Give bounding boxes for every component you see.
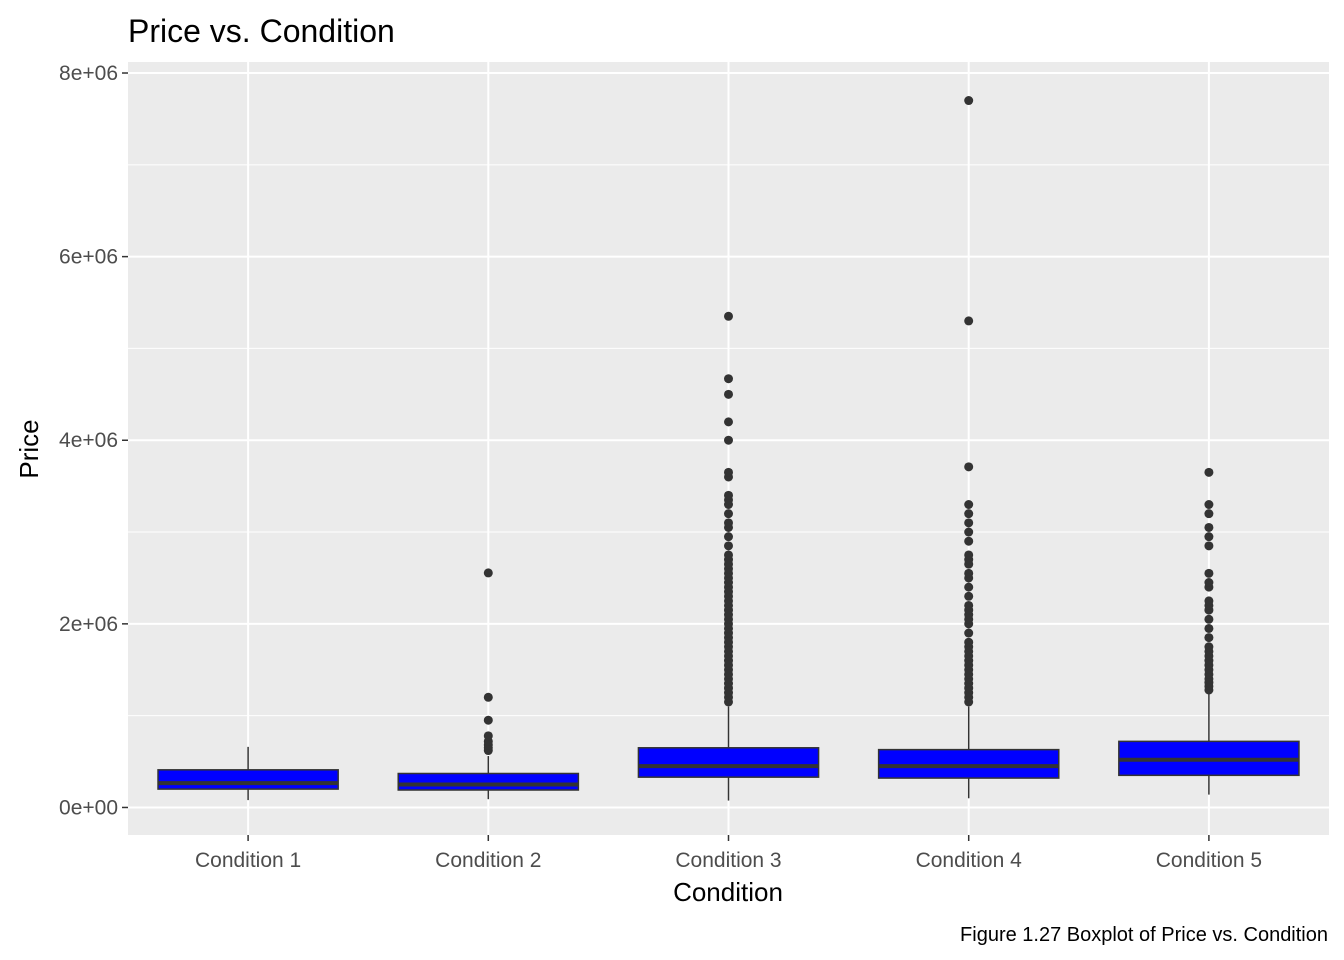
iqr-box [397, 772, 580, 791]
outlier-point [1204, 541, 1214, 551]
iqr-box [637, 747, 820, 778]
outlier-point [1204, 568, 1214, 578]
outlier-point [724, 311, 733, 321]
outlier-point [964, 509, 974, 519]
outlier-point [964, 550, 974, 560]
x-axis: Condition 1 Condition 2 Condition 3 Conditi… [195, 835, 1262, 872]
outlier-point [964, 96, 974, 106]
outlier-point [724, 389, 733, 399]
outlier-point [964, 316, 974, 326]
outlier-point [1204, 509, 1214, 519]
chart-title: Price vs. Condition [128, 13, 395, 49]
outlier-point [964, 600, 974, 610]
outlier-point [724, 532, 733, 542]
outlier-point [1204, 623, 1214, 633]
outlier-point [724, 518, 733, 528]
outlier-point [964, 637, 974, 647]
x-tick-label: Condition 5 [1156, 849, 1262, 872]
outlier-point [964, 518, 974, 528]
outlier-point [724, 490, 733, 500]
outlier-point [724, 509, 733, 519]
outlier-point [1204, 500, 1214, 510]
outlier-point [724, 467, 733, 477]
figure-caption: Figure 1.27 Boxplot of Price vs. Conditi… [960, 924, 1328, 946]
outlier-point [483, 715, 493, 725]
outlier-point [483, 568, 493, 578]
y-axis-title: Price [14, 419, 44, 478]
box-5 [1118, 467, 1300, 795]
x-tick-label: Condition 1 [195, 849, 301, 872]
box-3 [637, 311, 820, 801]
outlier-point [724, 550, 733, 560]
boxes-layer [157, 96, 1300, 801]
gridlines [128, 62, 1329, 835]
outlier-point [1204, 467, 1214, 477]
y-axis: 0e+00 2e+06 4e+06 6e+06 8e+06 [59, 62, 128, 819]
y-tick-label: 4e+06 [59, 429, 118, 452]
outlier-point [724, 435, 733, 445]
y-tick-label: 6e+06 [59, 246, 118, 269]
outlier-point [964, 582, 974, 592]
outlier-point [1204, 596, 1214, 606]
outlier-point [724, 541, 733, 551]
outlier-point [964, 591, 974, 601]
outlier-point [964, 628, 974, 638]
outlier-point [483, 731, 493, 741]
y-tick-label: 2e+06 [59, 613, 118, 636]
x-tick-label: Condition 2 [435, 849, 541, 872]
outlier-point [964, 462, 974, 472]
x-axis-title: Condition [673, 877, 783, 907]
x-tick-label: Condition 3 [675, 849, 781, 872]
outlier-point [1204, 633, 1214, 643]
outlier-point [1204, 642, 1214, 652]
outlier-point [483, 692, 493, 702]
outlier-point [1204, 578, 1214, 588]
outlier-point [964, 536, 974, 546]
y-tick-label: 8e+06 [59, 62, 118, 85]
iqr-box [157, 769, 339, 790]
y-tick-label: 0e+00 [59, 796, 118, 819]
outlier-point [1204, 614, 1214, 624]
outlier-point [964, 527, 974, 537]
outlier-point [964, 568, 974, 578]
iqr-box [877, 748, 1060, 779]
outlier-point [1204, 532, 1214, 542]
outlier-point [964, 500, 974, 510]
outlier-point [724, 374, 733, 384]
x-tick-label: Condition 4 [916, 849, 1023, 872]
box-2 [397, 568, 580, 800]
outlier-point [724, 417, 733, 427]
box-1 [157, 746, 339, 801]
outlier-point [1204, 522, 1214, 532]
box-4 [877, 96, 1060, 799]
